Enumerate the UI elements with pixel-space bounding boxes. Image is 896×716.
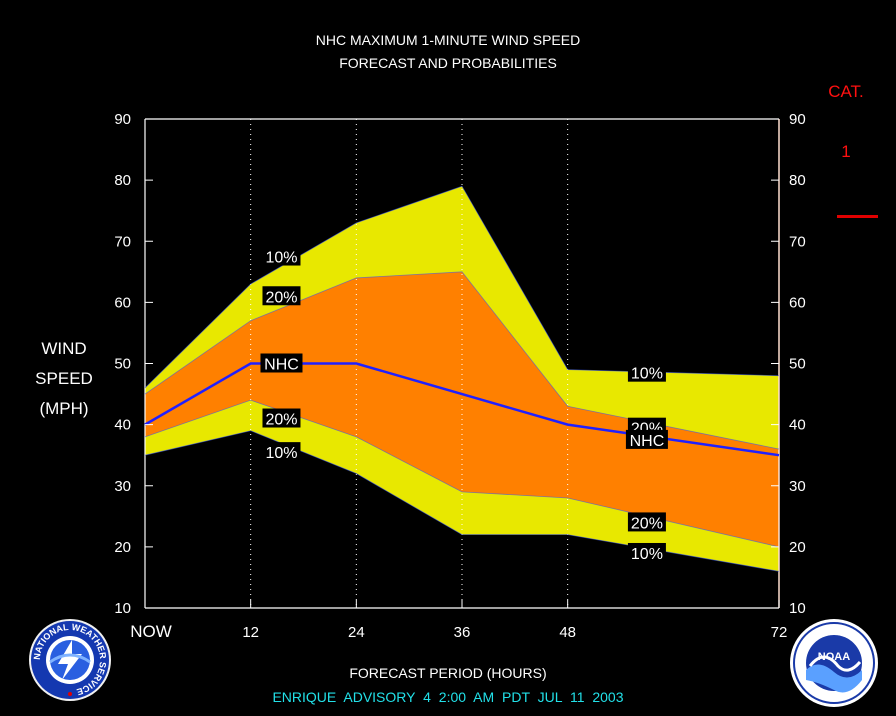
probability-label-text: 10% [631,366,663,383]
chart-title-line2: FORECAST AND PROBABILITIES [339,55,557,71]
x-tick-label: 12 [242,624,259,641]
probability-label: 20% [627,512,666,532]
probability-label-text: 10% [631,546,663,563]
y-axis-label-line: WIND [41,339,87,358]
probability-label-bg [627,362,666,382]
y-tick-label-right: 70 [789,233,806,250]
y-axis-label: WIND SPEED (MPH) [20,334,108,424]
y-axis-label-line: SPEED [35,369,93,388]
probability-label-text: 20% [631,515,663,532]
y-tick-label-right: 10 [789,600,806,617]
y-tick-label-left: 80 [114,172,131,189]
probability-label-bg [625,429,668,449]
y-tick-label-right: 20 [789,539,806,556]
x-tick-label: 36 [454,624,471,641]
y-tick-label-left: 70 [114,233,131,250]
probability-label: NHC [625,429,668,450]
probability-label-text: 20% [265,412,297,429]
probability-label: NHC [260,353,303,374]
probability-label: 10% [262,442,301,462]
y-tick-label-left: 20 [114,539,131,556]
y-tick-label-left: 60 [114,294,131,311]
probability-label-bg [262,442,301,462]
y-tick-label-right: 80 [789,172,806,189]
chart-title-line1: NHC MAXIMUM 1-MINUTE WIND SPEED [315,32,581,48]
probability-label-text: 20% [265,289,297,306]
advisory-text: ENRIQUE ADVISORY 4 2:00 AM PDT JUL 11 20… [272,689,624,705]
y-tick-label-right: 90 [789,111,806,128]
forecast-lines [144,185,780,572]
y-tick-label-right: 50 [789,356,806,373]
probability-label-bg [262,408,301,428]
probability-label: 10% [627,362,666,383]
category-value: 1 [841,142,851,161]
probability-label-text: NHC [630,433,665,450]
y-tick-label-right: 40 [789,417,806,434]
y-tick-label-right: 30 [789,478,806,495]
probability-label: 10% [627,542,666,563]
edge-20-lower [144,399,780,548]
y-tick-label-left: 10 [114,600,131,617]
y-tick-label-right: 60 [789,294,806,311]
axis-ticks: 10 10 20 20 30 30 40 40 50 50 60 60 70 70 80 80 90 90 NOW 1… [114,111,805,641]
probability-label-bg [627,542,666,562]
noaa-logo-text: NOAA [818,651,850,663]
probability-label-bg [627,512,666,532]
probability-label-text: NHC [264,357,299,374]
category-line [837,215,878,218]
noaa-logo: NOAA [790,619,878,707]
edge-10-lower [144,430,780,572]
x-axis-label: FORECAST PERIOD (HOURS) [349,665,547,681]
probability-label: 20% [262,286,301,306]
y-tick-label-left: 50 [114,356,131,373]
probability-label-bg [262,246,301,266]
probability-label-bg [262,286,301,306]
x-tick-label: 72 [771,624,788,641]
nhc-forecast-line [144,362,780,457]
probability-label-text: 10% [265,445,297,462]
edge-10-upper [144,185,780,389]
category-label: CAT. [828,82,864,101]
y-tick-label-left: 30 [114,478,131,495]
y-tick-label-left: 90 [114,111,131,128]
edge-20-upper [144,271,780,450]
x-tick-label: 24 [348,624,365,641]
x-tick-label: NOW [130,622,172,641]
probability-label-bg [260,353,303,373]
probability-label: 10% [262,246,301,267]
x-tick-label: 48 [559,624,576,641]
probability-label-text: 10% [265,250,297,267]
y-tick-label-left: 40 [114,417,131,434]
y-axis-label-line: (MPH) [39,399,89,418]
probability-label: 20% [262,408,301,429]
nws-logo: NATIONAL WEATHER SERVICE [29,619,111,701]
